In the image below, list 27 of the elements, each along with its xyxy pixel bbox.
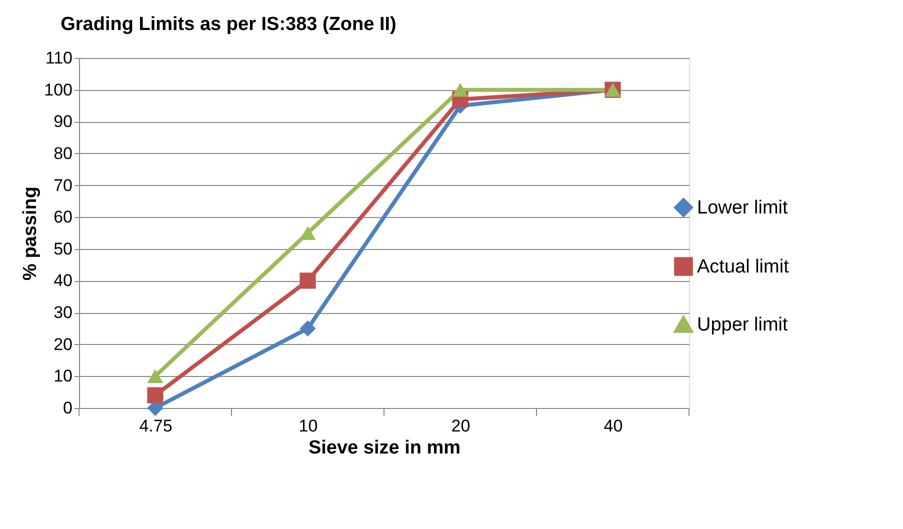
x-tick-label: 20 <box>451 416 470 436</box>
y-tick-label: 100 <box>44 80 72 100</box>
point <box>300 320 316 337</box>
legend-label: Lower limit <box>697 198 789 218</box>
y-tick-label: 50 <box>54 239 72 258</box>
point <box>452 82 468 97</box>
y-tick-label: 0 <box>63 398 72 418</box>
legend-label: Actual limit <box>697 256 790 278</box>
y-tick-label: 10 <box>54 366 72 386</box>
y-tick-label: 40 <box>54 271 72 290</box>
y-tick-label: 70 <box>54 176 72 195</box>
x-axis-title: Sieve size in mm <box>308 438 461 458</box>
y-tick-label: 30 <box>54 303 72 322</box>
x-tick-label: 10 <box>298 416 318 436</box>
y-tick-label: 60 <box>54 208 72 227</box>
y-tick-label: 20 <box>54 334 72 354</box>
point <box>147 387 164 404</box>
y-tick-label: 80 <box>54 144 72 163</box>
chart-title: Grading Limits as per IS:383 (Zone II) <box>60 14 396 35</box>
point <box>147 369 164 384</box>
y-axis-title: % passing <box>20 186 42 280</box>
y-tick-label: 90 <box>54 112 72 132</box>
x-tick-label: 40 <box>604 416 623 436</box>
legend-label: Upper limit <box>697 314 789 336</box>
x-tick-label: 4.75 <box>139 416 172 436</box>
point <box>300 272 316 289</box>
y-tick-label: 110 <box>45 48 72 68</box>
